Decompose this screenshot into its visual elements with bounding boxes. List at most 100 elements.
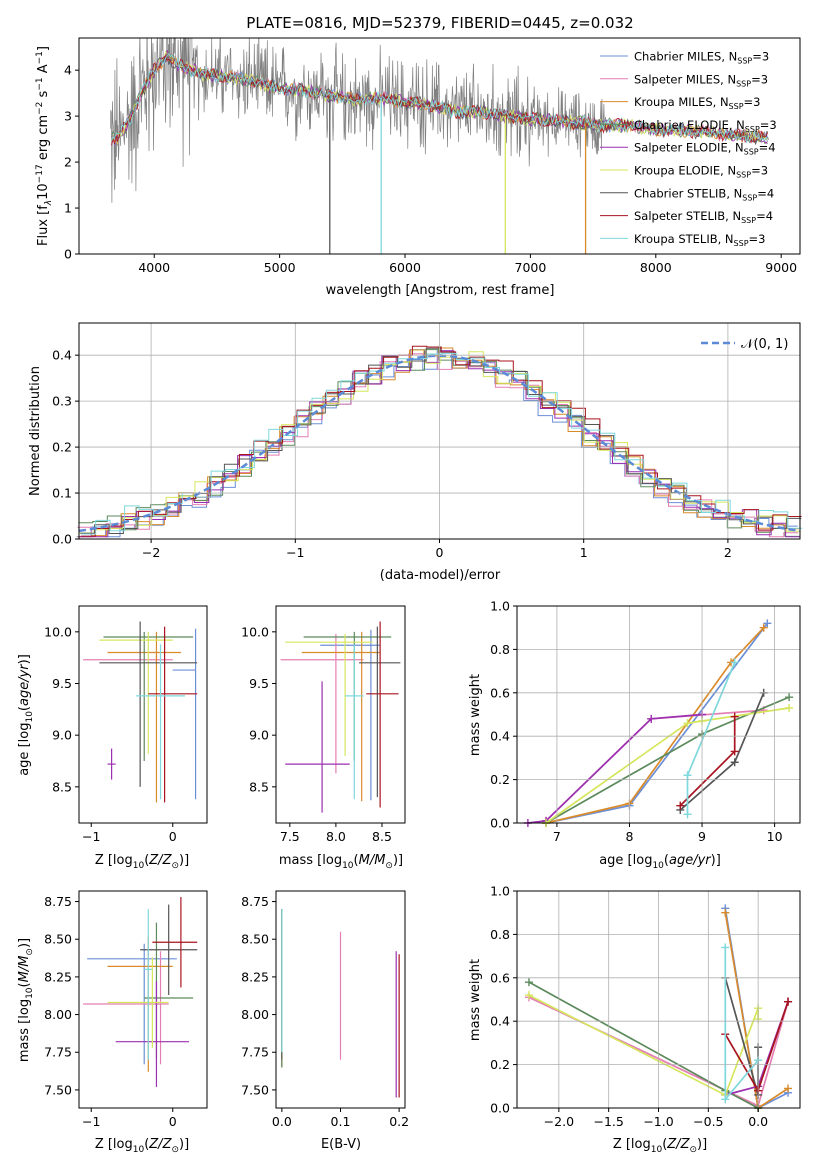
x-tick-label: 1 [580, 545, 588, 560]
weight-series-line [527, 713, 703, 824]
y-tick-label: 8.50 [44, 932, 72, 947]
axes-frame [78, 890, 208, 1109]
legend-label: Salpeter MILES, NSSP=3 [634, 72, 768, 88]
y-tick-label: 0 [64, 247, 72, 262]
figure-title: PLATE=0816, MJD=52379, FIBERID=0445, z=0… [246, 14, 633, 32]
weight-vs-age-ylabel: mass weight [468, 674, 483, 756]
weight-point-marker [730, 747, 739, 756]
weight-point-marker [683, 771, 692, 780]
y-tick-label: 8.75 [44, 894, 72, 909]
legend-label: Kroupa MILES, NSSP=3 [634, 95, 760, 111]
weight-point-marker [730, 658, 739, 667]
x-tick-label: −1.0 [643, 1114, 673, 1129]
spectrum-ylabel: Flux [fλ10−17 erg cm−2 s−1 A−1] [35, 46, 54, 246]
weight-vs-Z-ylabel: mass weight [468, 959, 483, 1041]
y-tick-label: 0.8 [490, 927, 510, 942]
x-tick-label: −2 [142, 545, 160, 560]
y-tick-label: 0.8 [490, 642, 510, 657]
y-tick-label: 8.50 [241, 932, 269, 947]
errorbar-group [281, 909, 400, 1098]
spectrum-ylabel-part: −17 [35, 164, 45, 183]
x-tick-label: −0.5 [693, 1114, 723, 1129]
x-tick-label: 7 [553, 829, 561, 844]
weight-point-marker [785, 693, 794, 702]
residual-histogram-series [78, 349, 800, 537]
weight-point-marker [784, 997, 793, 1006]
axes-frame [516, 605, 801, 824]
legend-label: Chabrier ELODIE, NSSP=3 [634, 118, 777, 134]
y-tick-label: 0.0 [490, 1101, 510, 1116]
residual-histogram-series [77, 347, 799, 538]
age-vs-Z-ylabel: age [log10(age/yr)] [17, 654, 35, 776]
y-tick-label: 0.0 [490, 816, 510, 831]
spectrum-ylabel-part: Flux [f [36, 205, 51, 246]
weight-point-marker [721, 1095, 730, 1104]
y-tick-label: 8.00 [241, 1007, 269, 1022]
mass-vs-Z-xlabel: Z [log10(Z/Z⊙)] [95, 1137, 189, 1155]
spectrum-xlabel: wavelength [Angstrom, rest frame] [326, 283, 555, 298]
x-tick-label: 0.0 [748, 1114, 768, 1129]
x-tick-label: 0 [169, 829, 177, 844]
weight-point-marker [784, 1084, 793, 1093]
weight-point-marker [683, 719, 692, 728]
mass-vs-Z-ylabel: mass [log10(M/M⊙)] [17, 938, 35, 1062]
spectrum-ylabel-part: λ [44, 200, 54, 206]
spectrum-ylabel-part: −1 [35, 51, 45, 64]
weight-vs-Z-xlabel: Z [log10(Z/Z⊙)] [613, 1137, 707, 1155]
spectrum-ylabel-part: s [36, 90, 51, 101]
y-tick-label: 3 [64, 109, 72, 124]
y-tick-label: 0.3 [52, 394, 72, 409]
age-vs-Z-panel: −1 0 8.5 9.0 9.5 10.0 Z [log10(Z/Z⊙)] age [lo… [17, 605, 208, 871]
weight-point-marker [785, 703, 794, 712]
y-tick-label: 1.0 [490, 599, 510, 614]
y-tick-label: 8.5 [52, 779, 72, 794]
legend-label: Salpeter STELIB, NSSP=4 [634, 209, 773, 225]
y-tick-label: 0.6 [490, 970, 510, 985]
mass-vs-EBV-xlabel: E(B-V) [321, 1137, 361, 1152]
x-tick-label: 10 [767, 829, 783, 844]
weight-point-marker [683, 810, 692, 819]
residual-xlabel: (data-model)/error [380, 568, 501, 583]
age-vs-mass-xlabel: mass [log10(M/M⊙)] [279, 853, 403, 871]
x-tick-label: 7.5 [280, 829, 300, 844]
y-tick-label: 1 [64, 201, 72, 216]
y-tick-label: 0.4 [52, 348, 72, 363]
weight-vs-Z-panel: −2.0 −1.5 −1.0 −0.5 0.0 0.0 0.2 0.4 0.6 0.8 1.0 Z … [468, 884, 801, 1155]
weight-point-marker [730, 712, 739, 721]
x-tick-label: 7000 [515, 260, 547, 275]
y-tick-label: 4 [64, 63, 72, 78]
y-tick-label: 7.75 [241, 1045, 269, 1060]
weight-point-marker [721, 943, 730, 952]
y-tick-label: 2 [64, 155, 72, 170]
legend-label: Chabrier STELIB, NSSP=4 [634, 186, 774, 202]
x-tick-label: 4000 [138, 260, 170, 275]
legend-label: Kroupa ELODIE, NSSP=3 [634, 164, 768, 180]
y-tick-label: 9.5 [52, 676, 72, 691]
x-tick-label: 8.0 [326, 829, 346, 844]
x-tick-label: −1 [286, 545, 304, 560]
y-tick-label: 9.5 [249, 676, 269, 691]
x-tick-label: 0.2 [389, 1114, 409, 1129]
y-tick-label: 10.0 [44, 624, 72, 639]
gaussian-legend-label: 𝒩(0, 1) [741, 337, 788, 352]
weight-series-line [724, 977, 759, 1096]
legend-label: Kroupa STELIB, NSSP=3 [634, 232, 765, 248]
x-tick-label: 8.5 [372, 829, 392, 844]
weight-point-marker [524, 978, 533, 987]
spectrum-ylabel-part: −1 [35, 77, 45, 90]
y-tick-label: 0.0 [52, 532, 72, 547]
x-tick-label: 2 [724, 545, 732, 560]
y-tick-label: 0.4 [490, 729, 510, 744]
spectrum-ylabel-part: erg cm [36, 115, 51, 164]
mass-vs-Z-panel: −1 0 7.50 7.75 8.00 8.25 8.50 8.75 Z [log10(Z/Z… [17, 890, 208, 1155]
x-tick-label: 0.1 [331, 1114, 351, 1129]
errorbar-group [83, 621, 198, 803]
axes-frame [78, 605, 208, 824]
weight-point-marker [730, 758, 739, 767]
weight-series-line [724, 1001, 789, 1093]
weight-point-marker [721, 908, 730, 917]
residual-panel: −2 −1 0 1 2 0.0 0.1 0.2 0.3 0.4 𝒩(0, 1) (data-mod… [28, 322, 803, 583]
y-tick-label: 7.75 [44, 1045, 72, 1060]
age-vs-mass-panel: 7.5 8.0 8.5 8.5 9.0 9.5 10.0 mass [log10(M/M⊙)… [241, 605, 406, 871]
